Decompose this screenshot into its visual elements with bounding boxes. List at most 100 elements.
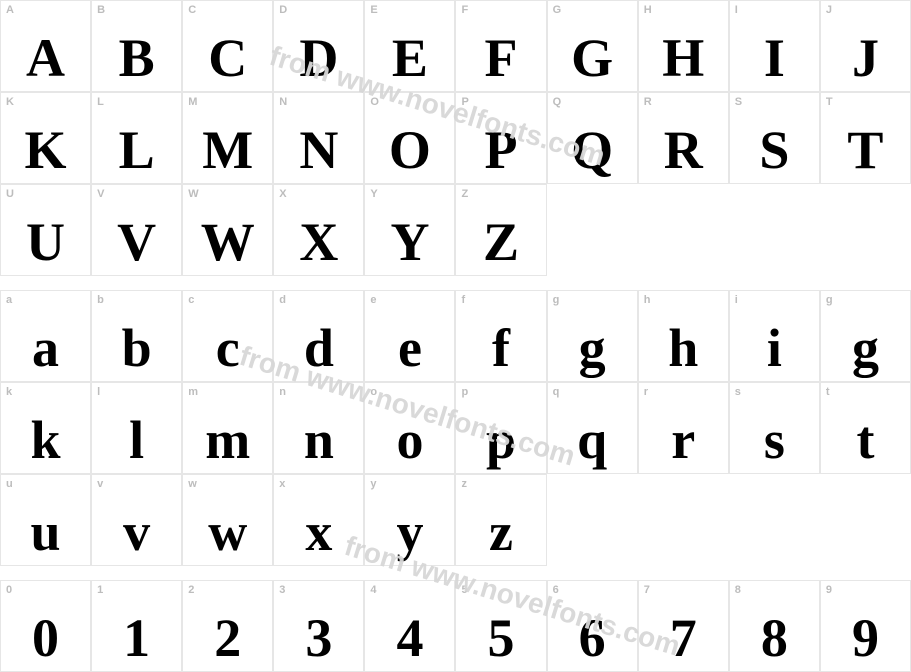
glyph-cell-digits-6: 66 <box>547 580 638 672</box>
empty-cell <box>820 474 911 566</box>
glyph: F <box>456 31 545 85</box>
empty-cell <box>820 184 911 276</box>
glyph-cell-uppercase-W: WW <box>182 184 273 276</box>
glyph-cell-uppercase-N: NN <box>273 92 364 184</box>
glyph-cell-uppercase-B: BB <box>91 0 182 92</box>
glyph-label: t <box>826 386 830 398</box>
glyph-cell-lowercase-y: yy <box>364 474 455 566</box>
section-gap <box>0 566 911 580</box>
glyph-label: P <box>461 96 468 108</box>
glyph: l <box>92 413 181 467</box>
glyph-cell-lowercase-m: mm <box>182 382 273 474</box>
glyph-label: m <box>188 386 198 398</box>
glyph: 8 <box>730 611 819 665</box>
glyph: 0 <box>1 611 90 665</box>
glyph-cell-uppercase-P: PP <box>455 92 546 184</box>
glyph-cell-lowercase-k: kk <box>0 382 91 474</box>
glyph-label: c <box>188 294 194 306</box>
glyph-label: r <box>644 386 648 398</box>
glyph-cell-lowercase-w: ww <box>182 474 273 566</box>
font-character-map: AABBCCDDEEFFGGHHIIJJKKLLMMNNOOPPQQRRSSTT… <box>0 0 911 672</box>
glyph-label: l <box>97 386 100 398</box>
glyph-cell-lowercase-h: hh <box>638 290 729 382</box>
glyph-cell-uppercase-U: UU <box>0 184 91 276</box>
glyph: R <box>639 123 728 177</box>
glyph: m <box>183 413 272 467</box>
glyph: t <box>821 413 910 467</box>
glyph-label: p <box>461 386 468 398</box>
glyph: z <box>456 505 545 559</box>
glyph-label: d <box>279 294 286 306</box>
glyph-label: u <box>6 478 13 490</box>
glyph: 2 <box>183 611 272 665</box>
glyph: T <box>821 123 910 177</box>
glyph-cell-lowercase-d: dd <box>273 290 364 382</box>
glyph-cell-uppercase-L: LL <box>91 92 182 184</box>
glyph-cell-uppercase-O: OO <box>364 92 455 184</box>
glyph: q <box>548 413 637 467</box>
glyph-cell-lowercase-v: vv <box>91 474 182 566</box>
glyph-cell-uppercase-T: TT <box>820 92 911 184</box>
empty-cell <box>547 474 638 566</box>
glyph-label: 2 <box>188 584 194 596</box>
glyph-label: s <box>735 386 741 398</box>
glyph-cell-lowercase-x: xx <box>273 474 364 566</box>
glyph-cell-digits-2: 22 <box>182 580 273 672</box>
glyph-cell-lowercase-z: zz <box>455 474 546 566</box>
glyph-cell-lowercase-l: ll <box>91 382 182 474</box>
glyph-cell-uppercase-J: JJ <box>820 0 911 92</box>
glyph-cell-uppercase-A: AA <box>0 0 91 92</box>
glyph-cell-digits-1: 11 <box>91 580 182 672</box>
glyph-cell-uppercase-K: KK <box>0 92 91 184</box>
glyph-cell-lowercase-f: ff <box>455 290 546 382</box>
glyph-cell-uppercase-S: SS <box>729 92 820 184</box>
glyph-label: A <box>6 4 14 16</box>
glyph-label: i <box>735 294 738 306</box>
glyph: L <box>92 123 181 177</box>
glyph: i <box>730 321 819 375</box>
glyph: f <box>456 321 545 375</box>
glyph: N <box>274 123 363 177</box>
glyph-label: G <box>553 4 562 16</box>
glyph: b <box>92 321 181 375</box>
glyph-cell-lowercase-g: gg <box>820 290 911 382</box>
glyph-label: 6 <box>553 584 559 596</box>
glyph: y <box>365 505 454 559</box>
glyph: o <box>365 413 454 467</box>
glyph-label: k <box>6 386 12 398</box>
glyph-label: T <box>826 96 833 108</box>
glyph-cell-lowercase-t: tt <box>820 382 911 474</box>
glyph-label: b <box>97 294 104 306</box>
glyph-label: x <box>279 478 285 490</box>
glyph-cell-lowercase-a: aa <box>0 290 91 382</box>
glyph-cell-uppercase-Q: QQ <box>547 92 638 184</box>
glyph: u <box>1 505 90 559</box>
glyph-label: R <box>644 96 652 108</box>
glyph: c <box>183 321 272 375</box>
glyph: s <box>730 413 819 467</box>
glyph-cell-uppercase-E: EE <box>364 0 455 92</box>
glyph-cell-uppercase-H: HH <box>638 0 729 92</box>
glyph: 1 <box>92 611 181 665</box>
glyph: 5 <box>456 611 545 665</box>
glyph-cell-lowercase-r: rr <box>638 382 729 474</box>
glyph-label: g <box>826 294 833 306</box>
glyph: n <box>274 413 363 467</box>
glyph-label: W <box>188 188 198 200</box>
glyph-label: 0 <box>6 584 12 596</box>
glyph-label: w <box>188 478 197 490</box>
glyph-label: K <box>6 96 14 108</box>
glyph-cell-uppercase-Y: YY <box>364 184 455 276</box>
glyph-cell-uppercase-X: XX <box>273 184 364 276</box>
glyph: p <box>456 413 545 467</box>
glyph-label: e <box>370 294 376 306</box>
glyph: S <box>730 123 819 177</box>
glyph-cell-lowercase-b: bb <box>91 290 182 382</box>
empty-cell <box>638 474 729 566</box>
glyph-label: y <box>370 478 376 490</box>
glyph-label: 5 <box>461 584 467 596</box>
glyph-cell-uppercase-M: MM <box>182 92 273 184</box>
glyph: Q <box>548 123 637 177</box>
glyph: Z <box>456 215 545 269</box>
glyph-label: v <box>97 478 103 490</box>
